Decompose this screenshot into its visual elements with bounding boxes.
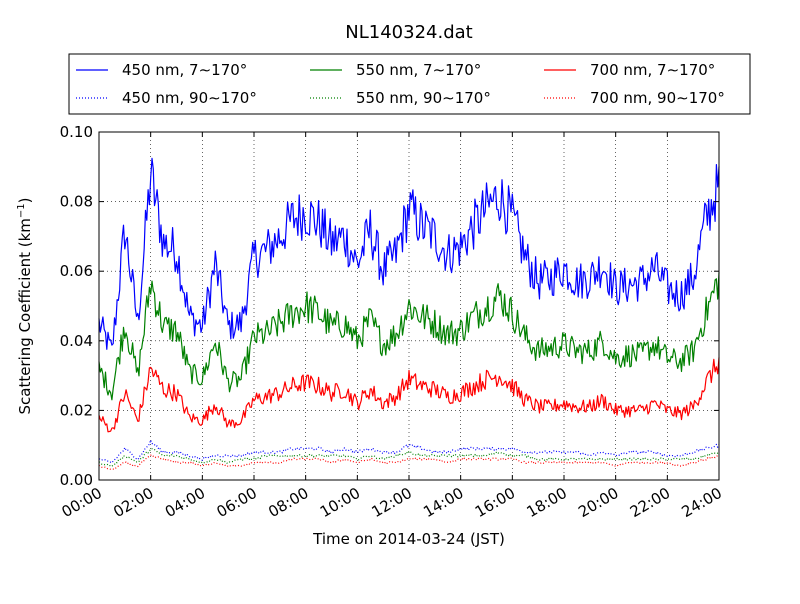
legend-label-2: 550 nm, 7∼170°	[356, 61, 481, 79]
x-tick-label: 24:00	[679, 484, 725, 521]
series-lines	[98, 157, 720, 470]
y-axis-label: Scattering Coefficient (km−1)	[16, 197, 34, 414]
x-tick-label: 06:00	[214, 484, 260, 521]
x-tick-label: 00:00	[59, 484, 105, 521]
series-line-2	[98, 272, 720, 401]
y-tick-label: 0.06	[60, 262, 93, 280]
axis-ticks: 00:00 02:00 04:00 06:00 08:00 10:00 12:00 14:00…	[59, 123, 725, 521]
series-line-1	[98, 157, 720, 350]
y-tick-label: 0.00	[60, 471, 93, 489]
x-tick-label: 04:00	[162, 484, 208, 521]
legend-label-1: 450 nm, 7∼170°	[122, 61, 247, 79]
x-tick-label: 20:00	[575, 484, 621, 521]
legend-label-4: 450 nm, 90∼170°	[122, 89, 257, 107]
x-tick-label: 12:00	[369, 484, 415, 521]
x-tick-label: 18:00	[524, 484, 570, 521]
chart-title: NL140324.dat	[345, 22, 472, 43]
y-tick-label: 0.08	[60, 193, 93, 211]
legend-label-6: 700 nm, 90∼170°	[590, 89, 725, 107]
x-tick-label: 02:00	[110, 484, 156, 521]
x-tick-label: 14:00	[420, 484, 466, 521]
grid	[99, 132, 719, 480]
legend: 450 nm, 7∼170° 450 nm, 90∼170° 550 nm, 7∼1…	[76, 61, 725, 107]
legend-label-5: 550 nm, 90∼170°	[356, 89, 491, 107]
series-line-4	[98, 439, 720, 464]
x-tick-label: 22:00	[627, 484, 673, 521]
y-axis-label-exponent: −1	[16, 203, 27, 218]
x-tick-label: 10:00	[317, 484, 363, 521]
y-tick-label: 0.04	[60, 332, 93, 350]
y-tick-label: 0.02	[60, 401, 93, 419]
x-tick-label: 08:00	[265, 484, 311, 521]
series-line-3	[98, 357, 720, 433]
y-axis-label-main: Scattering Coefficient (km	[16, 218, 34, 414]
legend-box	[68, 53, 751, 115]
x-tick-label: 16:00	[472, 484, 518, 521]
legend-label-3: 700 nm, 7∼170°	[590, 61, 715, 79]
x-axis-label: Time on 2014-03-24 (JST)	[312, 530, 505, 548]
y-tick-label: 0.10	[60, 123, 93, 141]
y-axis-label-close: )	[16, 197, 34, 203]
